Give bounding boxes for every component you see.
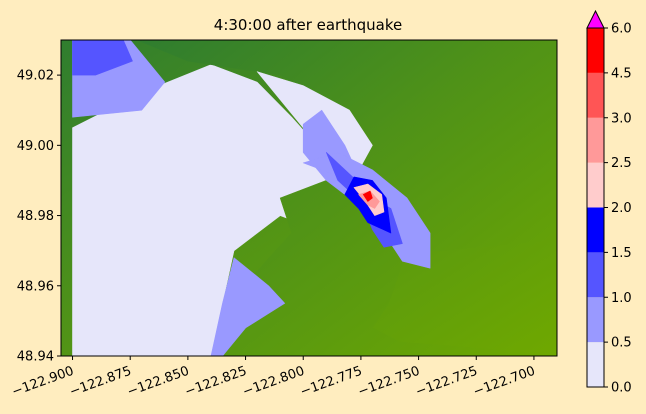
colorbar-tick-label: 4.5: [611, 66, 632, 81]
colorbar-segment: [587, 342, 604, 387]
colorbar-tick-label: 2.5: [611, 156, 632, 171]
colorbar-tick-label: 6.0: [611, 22, 632, 37]
water-level-7-region: [362, 190, 373, 202]
water-level-2-region: [72, 40, 133, 76]
y-tick-label: 48.96: [17, 279, 54, 294]
colorbar-segment: [587, 162, 604, 208]
colorbar-segment: [587, 207, 604, 253]
map-content: [61, 40, 557, 356]
colorbar-tick-label: 3.0: [611, 111, 632, 126]
colorbar: 0.0 0.5 1.0 1.5 2.0 2.5 3.0 4.5 6.0: [586, 9, 632, 396]
y-tick-label: 48.94: [17, 350, 54, 365]
colorbar-tick-label: 2.0: [611, 201, 632, 216]
y-tick-label: 48.98: [17, 209, 54, 224]
chart-title: 4:30:00 after earthquake: [214, 16, 402, 34]
colorbar-tick-label: 1.0: [611, 291, 632, 306]
colorbar-tick-label: 1.5: [611, 246, 632, 261]
water-level-1-region: [210, 257, 286, 356]
plot-frame: [60, 39, 558, 357]
plot-area: −122.900−122.875−122.850−122.825−122.800…: [10, 39, 558, 400]
colorbar-segment: [587, 72, 604, 118]
colorbar-tick-label: 0.5: [611, 336, 632, 351]
y-tick-label: 49.00: [17, 139, 54, 154]
colorbar-segment: [587, 117, 604, 163]
colorbar-segment: [587, 297, 604, 343]
colorbar-segment: [587, 28, 604, 73]
y-tick-label: 49.02: [17, 69, 54, 84]
colorbar-segment: [587, 252, 604, 298]
colorbar-tick-label: 0.0: [611, 381, 632, 396]
